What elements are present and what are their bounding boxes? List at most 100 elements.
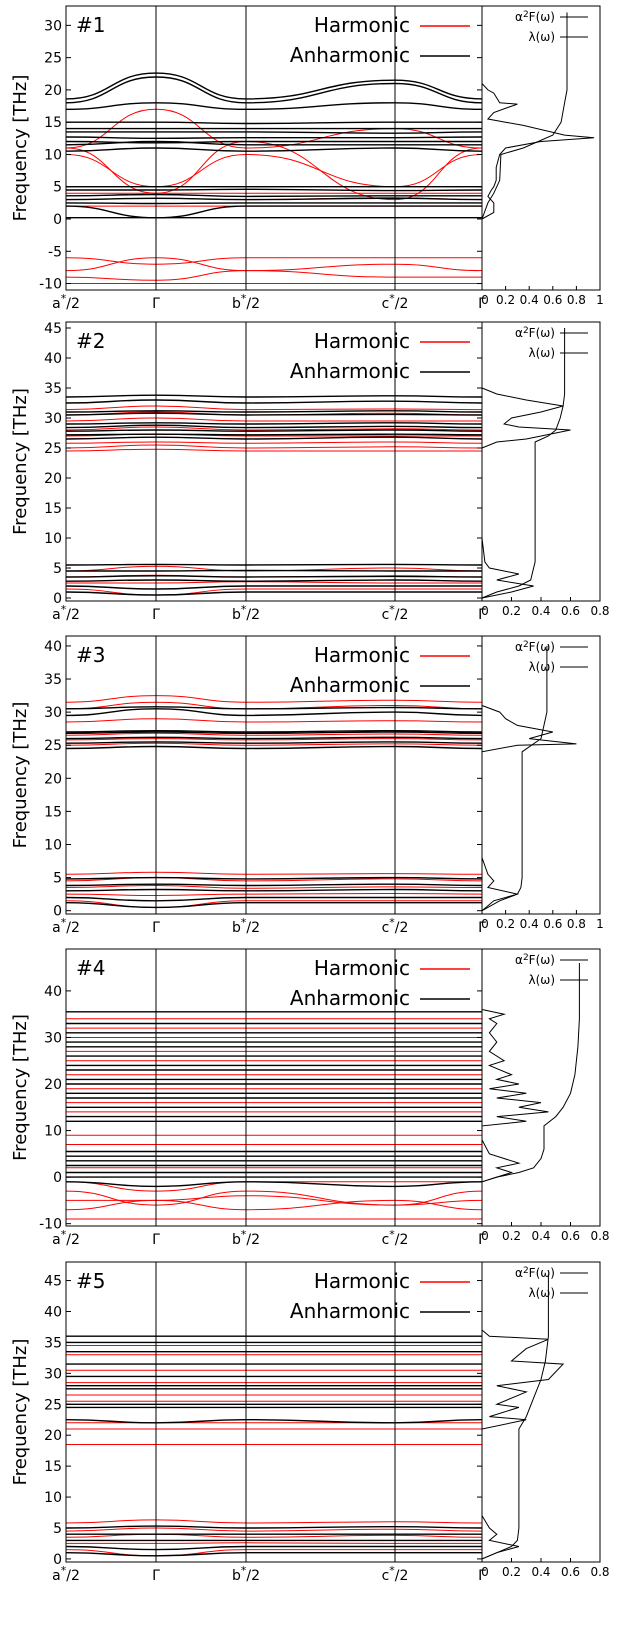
ytick-label: 30 <box>44 411 62 427</box>
xtick-label: Γ <box>478 296 486 312</box>
panel-id-label: #2 <box>76 329 105 353</box>
alpha2F-curve <box>481 1009 549 1183</box>
ytick-label: 0 <box>53 1170 62 1186</box>
anharmonic-band-9 <box>65 424 483 429</box>
anharmonic-band-7 <box>65 147 483 152</box>
harmonic-band-1 <box>65 892 483 897</box>
ytick-label: 10 <box>44 531 62 547</box>
side-xtick-label: 0.8 <box>590 1229 609 1243</box>
ytick-label: 25 <box>44 1397 62 1413</box>
anharmonic-band-5 <box>65 563 483 566</box>
side-xtick-label: 0.6 <box>561 1565 580 1579</box>
ytick-label: 30 <box>44 705 62 721</box>
ytick-label: 0 <box>53 591 62 607</box>
panel-id-label: #5 <box>76 1269 105 1293</box>
harmonic-band-2 <box>66 1195 483 1206</box>
alpha2F-curve <box>481 705 577 912</box>
anharmonic-band-5 <box>65 188 483 192</box>
legend-lambda-label: λ(ω) <box>528 660 555 674</box>
anharmonic-band-5 <box>65 745 483 750</box>
anharmonic-band-2 <box>65 579 483 582</box>
anharmonic-band-10 <box>65 422 483 425</box>
legend-lambda-label: λ(ω) <box>528 973 555 987</box>
legend-alpha2F-label: α2F(ω) <box>515 640 555 654</box>
xtick-label: c*/2 <box>382 603 409 623</box>
ytick-label: 0 <box>53 904 62 920</box>
legend-alpha2F-label: α2F(ω) <box>515 10 555 24</box>
ytick-label: -5 <box>48 244 62 260</box>
harmonic-band-10 <box>65 695 483 703</box>
xtick-label: a*/2 <box>52 916 80 936</box>
xtick-label: c*/2 <box>382 1228 409 1248</box>
ytick-label: 40 <box>44 984 62 1000</box>
xtick-label: Γ <box>478 920 486 936</box>
harmonic-band-9 <box>65 153 483 188</box>
legend-lambda-label: λ(ω) <box>528 1286 555 1300</box>
side-xtick-label: 0 <box>481 604 489 618</box>
anharmonic-band-14 <box>65 394 483 398</box>
ytick-label: 20 <box>44 771 62 787</box>
harmonic-band-1 <box>65 444 483 449</box>
side-xtick-label: 0.6 <box>561 604 580 618</box>
harmonic-band-4 <box>65 426 483 431</box>
harmonic-band-0 <box>65 448 482 452</box>
side-xtick-label: 0.8 <box>590 604 609 618</box>
lambda-curve <box>481 963 580 1183</box>
harmonic-band-3 <box>65 1190 483 1206</box>
anharmonic-band-5 <box>65 1418 483 1424</box>
y-axis-label: Frequency [THz] <box>10 1014 31 1161</box>
harmonic-band-9 <box>66 581 482 584</box>
ytick-label: 10 <box>44 147 62 163</box>
ytick-label: 35 <box>44 672 62 688</box>
side-xtick-label: 0.4 <box>531 1229 550 1243</box>
ytick-label: 30 <box>44 1030 62 1046</box>
legend-lambda-label: λ(ω) <box>528 346 555 360</box>
anharmonic-band-9 <box>65 140 482 144</box>
ytick-label: 10 <box>44 1124 62 1140</box>
y-axis-label: Frequency [THz] <box>10 388 31 535</box>
ytick-label: 15 <box>44 115 62 131</box>
harmonic-band-4 <box>65 1519 483 1524</box>
xtick-label: Γ <box>152 920 160 936</box>
anharmonic-band-14 <box>65 102 483 111</box>
legend-harmonic-label: Harmonic <box>314 13 410 37</box>
side-xtick-label: 0.2 <box>502 1565 521 1579</box>
anharmonic-band-10 <box>65 708 483 717</box>
band-plot-frame <box>65 948 483 1227</box>
harmonic-band-2 <box>65 884 483 889</box>
alpha2F-curve <box>481 83 595 220</box>
harmonic-band-8 <box>65 718 483 723</box>
anharmonic-band-1 <box>65 896 482 902</box>
legend-harmonic-label: Harmonic <box>314 1269 410 1293</box>
anharmonic-band-1 <box>65 585 482 590</box>
side-xtick-label: 0.2 <box>496 917 515 931</box>
side-xtick-label: 0.4 <box>531 1565 550 1579</box>
side-xtick-label: 0.2 <box>496 293 515 307</box>
eliashberg-plot-frame <box>481 1261 601 1563</box>
side-xtick-label: 0 <box>481 1229 489 1243</box>
xtick-label: c*/2 <box>382 1564 409 1584</box>
anharmonic-band-2 <box>65 888 483 892</box>
legend-anharmonic-label: Anharmonic <box>290 43 410 67</box>
harmonic-band-7 <box>65 732 483 736</box>
xtick-label: Γ <box>478 1568 486 1584</box>
anharmonic-band-0 <box>65 1551 482 1557</box>
eliashberg-plot-frame <box>481 5 601 291</box>
xtick-label: a*/2 <box>52 1564 80 1584</box>
ytick-label: 5 <box>53 561 62 577</box>
anharmonic-band-0 <box>65 901 482 909</box>
anharmonic-band-7 <box>65 736 483 740</box>
anharmonic-band-11 <box>65 131 483 134</box>
side-xtick-label: 0.4 <box>531 604 550 618</box>
panel-id-label: #4 <box>76 956 105 980</box>
ytick-label: 15 <box>44 1459 62 1475</box>
y-axis-label: Frequency [THz] <box>10 75 31 222</box>
side-xtick-label: 0.8 <box>567 293 586 307</box>
xtick-label: b*/2 <box>232 1564 260 1584</box>
xtick-label: Γ <box>478 607 486 623</box>
harmonic-band-3 <box>65 257 482 265</box>
xtick-label: Γ <box>478 1232 486 1248</box>
